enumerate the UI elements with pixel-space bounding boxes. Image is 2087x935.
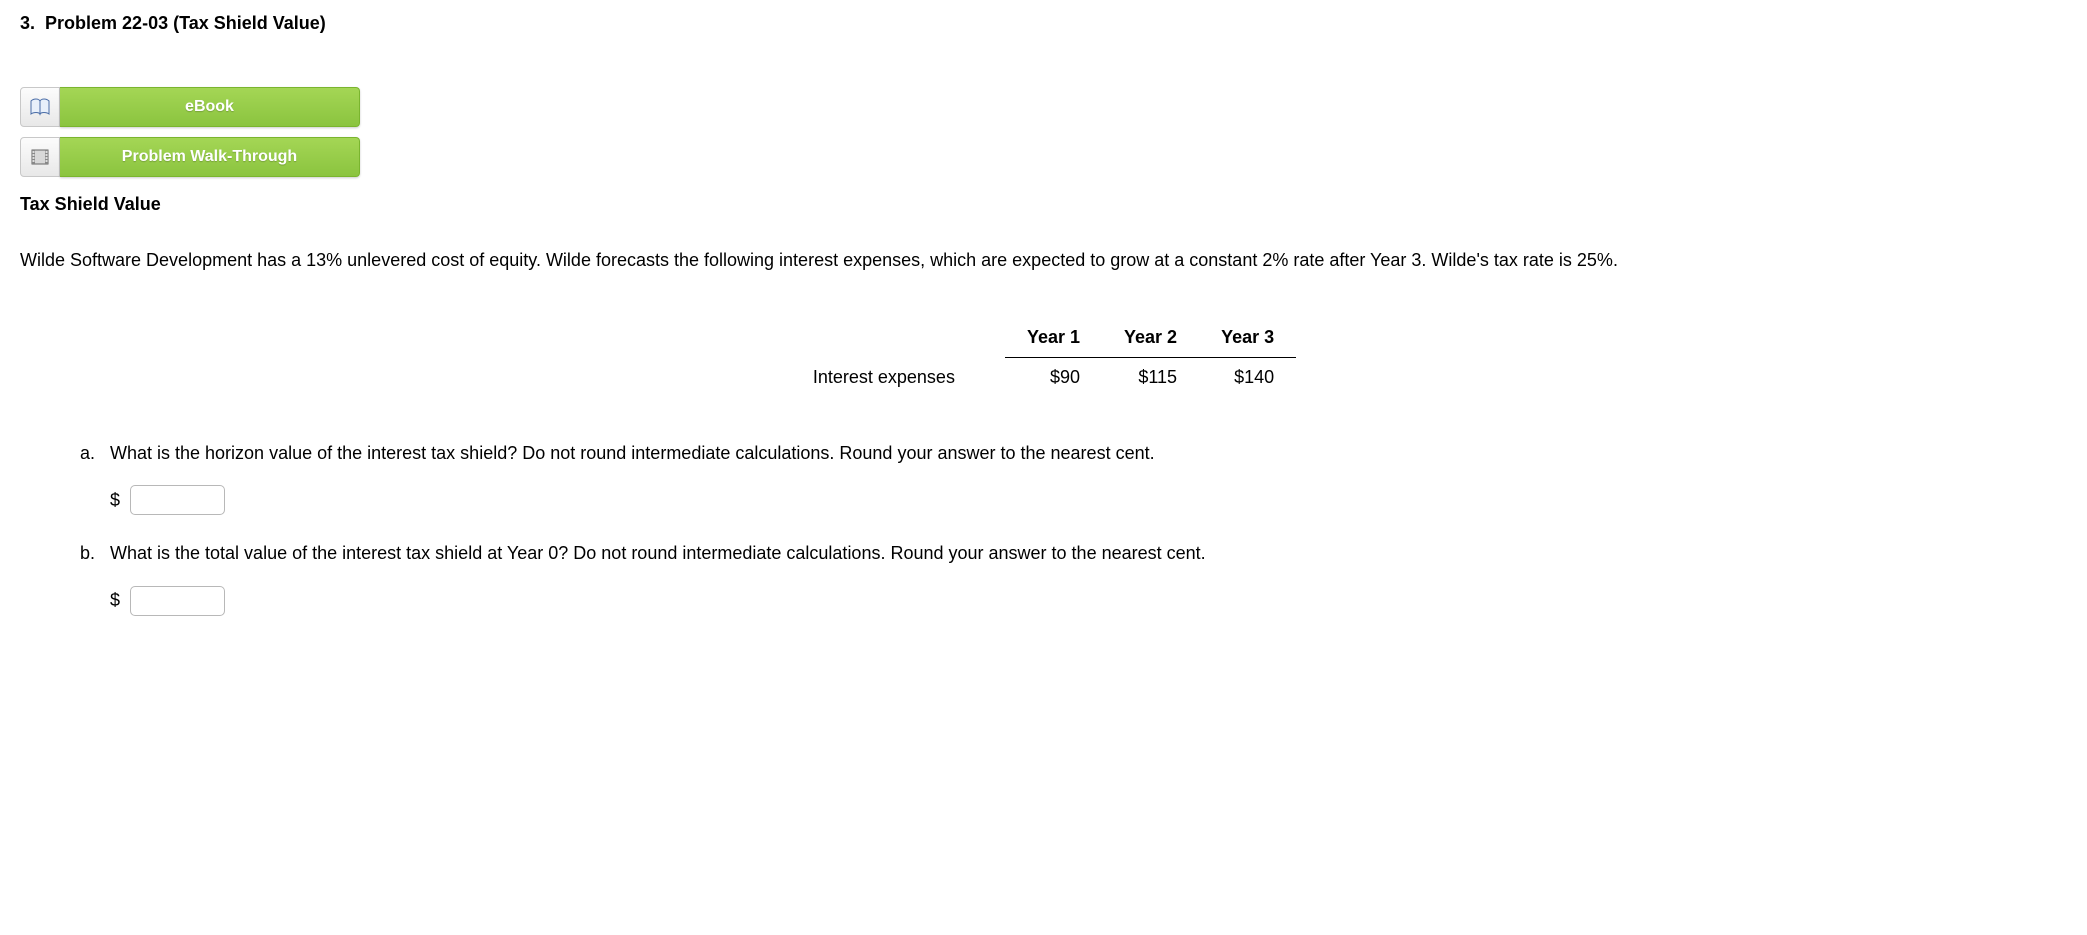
table-cell: $90 <box>1005 358 1102 398</box>
currency-symbol: $ <box>110 587 120 614</box>
film-icon <box>20 137 60 177</box>
walkthrough-label: Problem Walk-Through <box>122 148 297 166</box>
book-icon <box>20 87 60 127</box>
table-col-header: Year 3 <box>1199 318 1296 358</box>
table-empty-header <box>791 318 1005 358</box>
question-marker: a. <box>80 437 110 469</box>
answer-input-b[interactable] <box>130 586 225 616</box>
questions-container: a. What is the horizon value of the inte… <box>20 437 2067 616</box>
table-cell: $115 <box>1102 358 1199 398</box>
ebook-label: eBook <box>185 98 234 116</box>
question-a-text: What is the horizon value of the interes… <box>110 437 2067 469</box>
question-a: a. What is the horizon value of the inte… <box>80 437 2067 469</box>
section-title: Tax Shield Value <box>20 191 2067 218</box>
answer-row-a: $ <box>80 485 2067 515</box>
table-row: Interest expenses $90 $115 $140 <box>791 358 1296 398</box>
currency-symbol: $ <box>110 487 120 514</box>
table-col-header: Year 2 <box>1102 318 1199 358</box>
answer-input-a[interactable] <box>130 485 225 515</box>
answer-row-b: $ <box>80 586 2067 616</box>
problem-text: Wilde Software Development has a 13% unl… <box>20 242 2067 278</box>
question-marker: b. <box>80 537 110 569</box>
question-b: b. What is the total value of the intere… <box>80 537 2067 569</box>
problem-number: 3. <box>20 13 35 33</box>
walkthrough-resource-row: Problem Walk-Through <box>20 137 2067 177</box>
question-b-text: What is the total value of the interest … <box>110 537 2067 569</box>
walkthrough-button[interactable]: Problem Walk-Through <box>60 137 360 177</box>
ebook-resource-row: eBook <box>20 87 2067 127</box>
ebook-button[interactable]: eBook <box>60 87 360 127</box>
table-col-header: Year 1 <box>1005 318 1102 358</box>
table-header-row: Year 1 Year 2 Year 3 <box>791 318 1296 358</box>
interest-expense-table: Year 1 Year 2 Year 3 Interest expenses $… <box>791 318 1296 397</box>
problem-title: Problem 22-03 (Tax Shield Value) <box>45 13 326 33</box>
table-cell: $140 <box>1199 358 1296 398</box>
problem-header: 3. Problem 22-03 (Tax Shield Value) <box>20 10 2067 37</box>
table-row-label: Interest expenses <box>791 358 1005 398</box>
